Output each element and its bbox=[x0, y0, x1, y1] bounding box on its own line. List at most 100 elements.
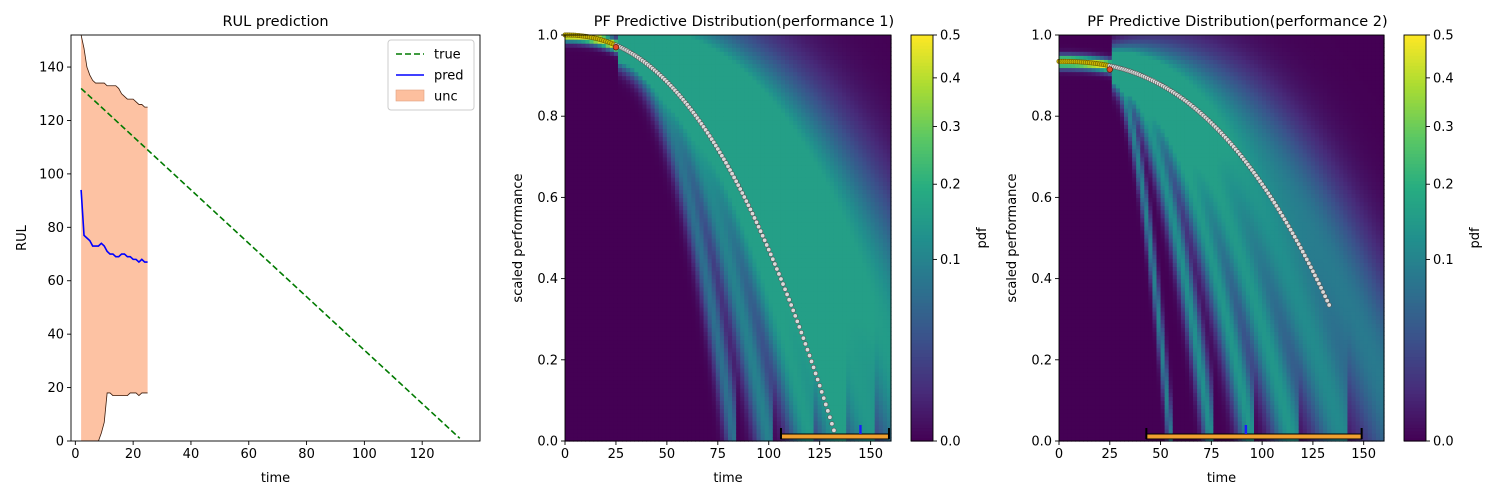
density-cell bbox=[760, 315, 766, 320]
density-cell bbox=[585, 128, 591, 134]
density-cell bbox=[654, 359, 660, 365]
density-cell bbox=[613, 79, 619, 85]
density-cell bbox=[569, 168, 574, 174]
density-cell bbox=[630, 75, 635, 81]
density-cell bbox=[695, 189, 701, 194]
density-cell bbox=[732, 221, 737, 227]
density-cell bbox=[654, 355, 660, 361]
density-cell bbox=[764, 420, 770, 426]
density-cell bbox=[711, 327, 717, 332]
density-cell bbox=[593, 71, 599, 77]
density-cell bbox=[605, 343, 611, 349]
density-cell bbox=[732, 420, 737, 426]
density-cell bbox=[585, 254, 591, 259]
density-cell bbox=[589, 205, 595, 211]
density-cell bbox=[679, 286, 684, 292]
density-cell bbox=[638, 420, 644, 426]
density-cell bbox=[675, 428, 680, 434]
density-cell bbox=[577, 302, 582, 308]
density-cell bbox=[642, 168, 648, 174]
density-cell bbox=[593, 432, 599, 438]
density-cell bbox=[707, 343, 713, 349]
density-cell bbox=[569, 233, 574, 239]
density-cell bbox=[695, 213, 701, 219]
density-cell bbox=[642, 63, 648, 69]
density-cell bbox=[601, 75, 607, 81]
density-cell bbox=[626, 91, 631, 97]
density-cell bbox=[609, 323, 615, 328]
density-cell bbox=[585, 120, 591, 125]
density-cell bbox=[666, 221, 672, 227]
density-cell bbox=[723, 144, 729, 150]
density-cell bbox=[626, 335, 631, 341]
density-cell bbox=[756, 205, 762, 211]
density-cell bbox=[723, 335, 729, 341]
density-cell bbox=[626, 43, 631, 48]
density-cell bbox=[711, 91, 717, 97]
density-cell bbox=[670, 63, 676, 69]
density-cell bbox=[609, 201, 615, 207]
density-cell bbox=[577, 173, 582, 178]
density-cell bbox=[736, 327, 741, 332]
density-cell bbox=[683, 71, 688, 77]
density-cell bbox=[752, 140, 758, 146]
density-cell bbox=[589, 213, 595, 219]
density-cell bbox=[585, 99, 591, 105]
density-cell bbox=[638, 108, 644, 113]
density-cell bbox=[589, 148, 595, 154]
density-cell bbox=[683, 298, 688, 304]
density-cell bbox=[662, 319, 668, 324]
density-cell bbox=[748, 254, 754, 259]
density-cell bbox=[728, 270, 733, 276]
density-cell bbox=[703, 408, 709, 414]
density-cell bbox=[699, 168, 705, 174]
density-cell bbox=[622, 71, 627, 77]
density-cell bbox=[699, 420, 705, 426]
density-cell bbox=[609, 173, 615, 178]
density-cell bbox=[736, 266, 741, 272]
density-cell bbox=[744, 254, 749, 259]
density-cell bbox=[609, 225, 615, 231]
density-cell bbox=[630, 347, 635, 353]
density-cell bbox=[764, 286, 770, 292]
density-cell bbox=[613, 307, 619, 312]
density-cell bbox=[748, 152, 754, 158]
density-cell bbox=[617, 266, 623, 272]
density-cell bbox=[666, 315, 672, 320]
density-cell bbox=[675, 262, 680, 268]
density-cell bbox=[675, 132, 680, 138]
density-cell bbox=[719, 307, 725, 312]
density-cell bbox=[662, 173, 668, 178]
density-cell bbox=[719, 363, 725, 369]
density-cell bbox=[650, 351, 656, 357]
density-cell bbox=[569, 262, 574, 268]
density-cell bbox=[756, 99, 762, 105]
density-cell bbox=[744, 51, 749, 56]
density-cell bbox=[650, 205, 656, 211]
density-cell bbox=[638, 331, 644, 337]
density-cell bbox=[703, 327, 709, 332]
density-cell bbox=[687, 47, 692, 52]
density-cell bbox=[719, 262, 725, 268]
density-cell bbox=[740, 392, 745, 397]
density-cell bbox=[691, 148, 696, 154]
density-cell bbox=[670, 116, 676, 121]
density-cell bbox=[581, 424, 586, 430]
density-cell bbox=[565, 104, 570, 109]
density-cell bbox=[646, 124, 652, 129]
density-cell bbox=[601, 189, 607, 194]
density-cell bbox=[691, 392, 696, 397]
density-cell bbox=[585, 160, 591, 166]
density-cell bbox=[728, 177, 733, 182]
density-cell bbox=[650, 424, 656, 430]
density-cell bbox=[707, 380, 713, 385]
density-cell bbox=[638, 185, 644, 190]
density-cell bbox=[744, 331, 749, 337]
density-cell bbox=[593, 327, 599, 332]
density-cell bbox=[585, 294, 591, 300]
density-cell bbox=[711, 343, 717, 349]
chart-title: RUL prediction bbox=[222, 14, 328, 30]
density-cell bbox=[638, 250, 644, 255]
density-cell bbox=[585, 262, 591, 268]
density-cell bbox=[679, 43, 684, 48]
